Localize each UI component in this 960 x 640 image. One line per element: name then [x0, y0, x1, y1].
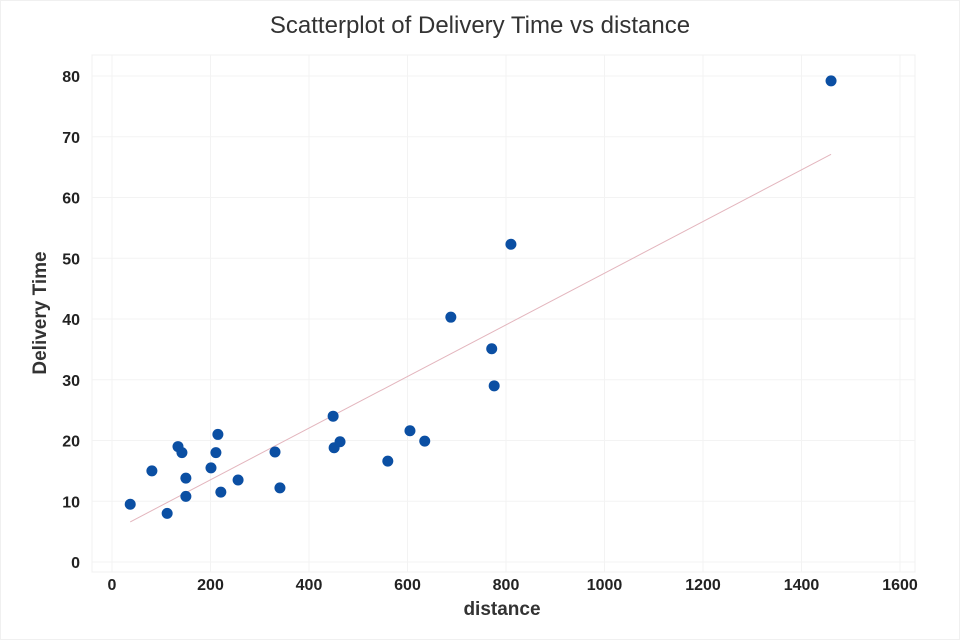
trend-line	[129, 153, 832, 523]
x-tick-label: 400	[296, 577, 323, 594]
data-point	[274, 482, 286, 494]
plot-area	[91, 54, 916, 573]
data-point	[146, 465, 158, 477]
x-tick-label: 1200	[685, 577, 721, 594]
data-point	[161, 507, 173, 519]
x-axis-ticks: 0 200 400 600 800 1000 1200 1400 1600	[108, 577, 918, 594]
chart-title: Scatterplot of Delivery Time vs distance	[269, 12, 691, 39]
gridlines	[92, 55, 915, 572]
data-point	[180, 490, 192, 502]
y-tick-label: 20	[62, 434, 80, 451]
data-point	[124, 498, 136, 510]
data-point	[404, 425, 416, 437]
x-tick-label: 200	[197, 577, 224, 594]
data-point	[327, 410, 339, 422]
data-point	[210, 447, 222, 459]
data-points	[124, 75, 837, 519]
data-point	[488, 380, 500, 392]
y-tick-label: 80	[62, 69, 80, 86]
data-point	[212, 428, 224, 440]
y-tick-label: 0	[71, 555, 80, 572]
data-point	[825, 75, 837, 87]
x-tick-label: 1400	[784, 577, 820, 594]
data-point	[486, 343, 498, 355]
y-tick-label: 10	[62, 494, 80, 511]
data-point	[382, 455, 394, 467]
data-point	[445, 311, 457, 323]
data-point	[180, 472, 192, 484]
x-tick-label: 800	[493, 577, 520, 594]
data-point	[205, 462, 217, 474]
y-axis-label: Delivery Time	[30, 251, 51, 374]
y-axis-ticks: 0 10 20 30 40 50 60 70 80	[62, 69, 80, 572]
x-tick-label: 1600	[882, 577, 918, 594]
data-point	[269, 446, 281, 458]
data-point	[419, 435, 431, 447]
data-point	[176, 447, 188, 459]
x-tick-label: 1000	[587, 577, 623, 594]
data-point	[215, 486, 227, 498]
data-point	[334, 436, 346, 448]
y-tick-label: 70	[62, 130, 80, 147]
x-tick-label: 0	[108, 577, 117, 594]
y-tick-label: 50	[62, 251, 80, 268]
y-tick-label: 60	[62, 191, 80, 208]
data-point	[505, 238, 517, 250]
y-tick-label: 30	[62, 373, 80, 390]
y-tick-label: 40	[62, 312, 80, 329]
x-axis-label: distance	[463, 599, 540, 620]
data-point	[232, 474, 244, 486]
x-tick-label: 600	[394, 577, 421, 594]
